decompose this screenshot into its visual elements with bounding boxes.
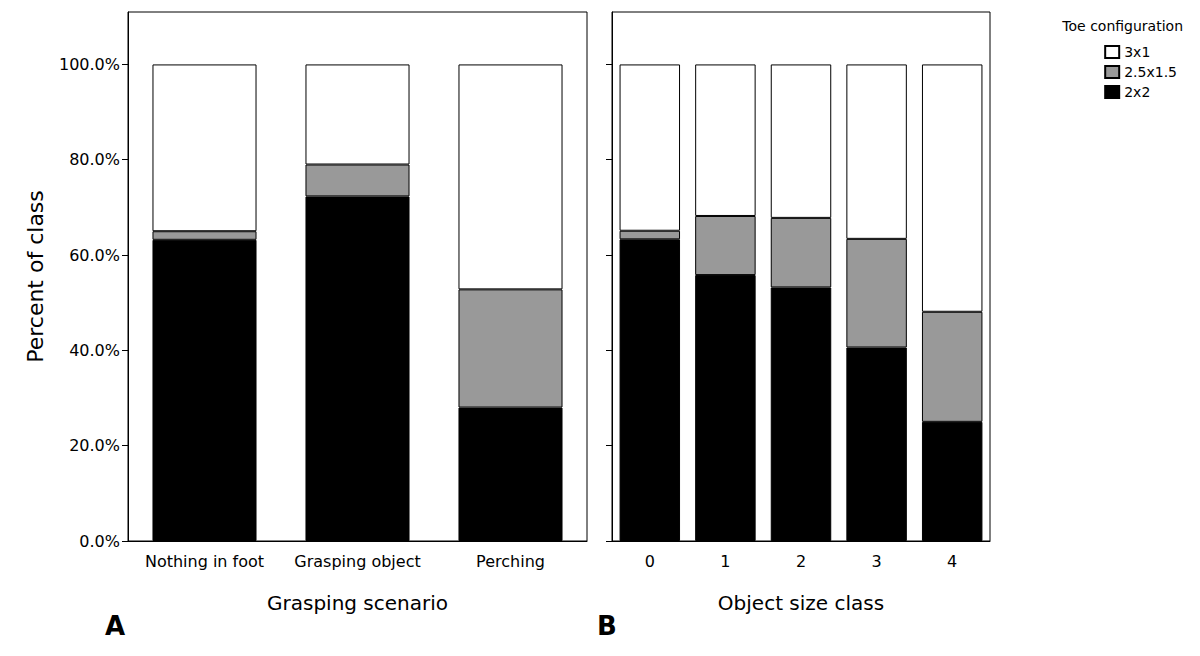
svg-text:1: 1 — [720, 552, 730, 571]
svg-text:A: A — [105, 611, 125, 641]
svg-text:0: 0 — [645, 552, 655, 571]
svg-text:60.0%: 60.0% — [69, 246, 120, 265]
svg-text:3: 3 — [872, 552, 882, 571]
svg-text:0.0%: 0.0% — [79, 532, 120, 551]
svg-text:B: B — [597, 611, 617, 641]
svg-text:40.0%: 40.0% — [69, 341, 120, 360]
svg-text:20.0%: 20.0% — [69, 436, 120, 455]
svg-text:2.5x1.5: 2.5x1.5 — [1124, 64, 1177, 80]
svg-text:2: 2 — [796, 552, 806, 571]
svg-text:80.0%: 80.0% — [69, 150, 120, 169]
svg-text:2x2: 2x2 — [1124, 84, 1150, 100]
svg-text:Nothing in foot: Nothing in foot — [145, 552, 264, 571]
svg-text:100.0%: 100.0% — [59, 55, 120, 74]
svg-text:Object size class: Object size class — [718, 591, 884, 615]
svg-text:3x1: 3x1 — [1124, 44, 1150, 60]
svg-text:Grasping object: Grasping object — [294, 552, 420, 571]
svg-text:Toe configuration: Toe configuration — [1061, 18, 1183, 34]
svg-text:Perching: Perching — [476, 552, 545, 571]
svg-text:4: 4 — [947, 552, 957, 571]
svg-text:Percent of class: Percent of class — [23, 190, 48, 363]
svg-text:Grasping scenario: Grasping scenario — [267, 591, 448, 615]
